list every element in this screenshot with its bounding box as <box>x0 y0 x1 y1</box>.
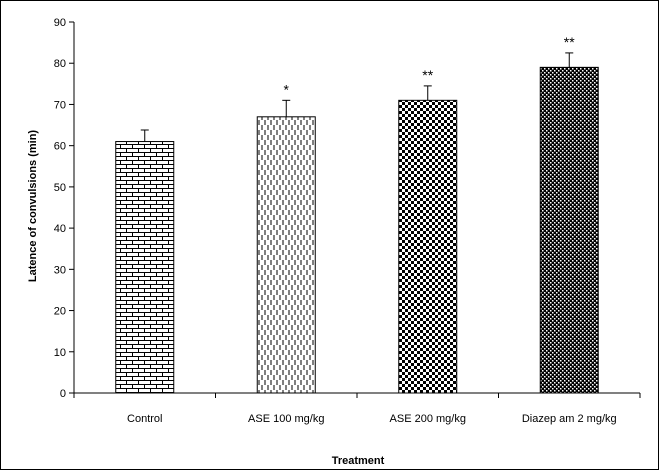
y-tick-label: 80 <box>54 58 66 70</box>
y-tick-label: 90 <box>54 17 66 29</box>
significance-mark-3: ** <box>422 67 433 83</box>
y-tick-label: 30 <box>54 264 66 276</box>
x-axis-title: Treatment <box>332 455 385 467</box>
bar-4 <box>539 66 599 394</box>
y-tick-label: 20 <box>54 306 66 318</box>
y-tick-label: 10 <box>54 347 66 359</box>
y-tick-label: 60 <box>54 141 66 153</box>
y-axis: 0 10 20 30 40 50 60 70 80 90 <box>54 17 75 400</box>
x-tick-label-1: Control <box>127 413 162 425</box>
x-tick-label-2: ASE 100 mg/kg <box>248 413 324 425</box>
bar-3 <box>398 99 458 394</box>
y-tick-label: 0 <box>60 388 66 400</box>
error-bars <box>140 52 574 142</box>
x-axis <box>73 392 641 398</box>
x-tick-label-3: ASE 200 mg/kg <box>390 413 466 425</box>
significance-mark-2: * <box>284 81 290 97</box>
bar-1 <box>115 141 175 394</box>
y-tick-label: 40 <box>54 223 66 235</box>
y-tick-label: 50 <box>54 182 66 194</box>
bar-2 <box>256 116 316 394</box>
y-tick-label: 70 <box>54 99 66 111</box>
y-axis-title: Latence of convulsions (min) <box>27 130 39 283</box>
x-tick-label-4: Diazep am 2 mg/kg <box>522 413 617 425</box>
significance-mark-4: ** <box>564 34 575 50</box>
x-tick-labels: Control ASE 100 mg/kg ASE 200 mg/kg Diazep … <box>127 413 617 425</box>
significance-marks: ***** <box>284 34 576 97</box>
bars <box>115 66 599 394</box>
